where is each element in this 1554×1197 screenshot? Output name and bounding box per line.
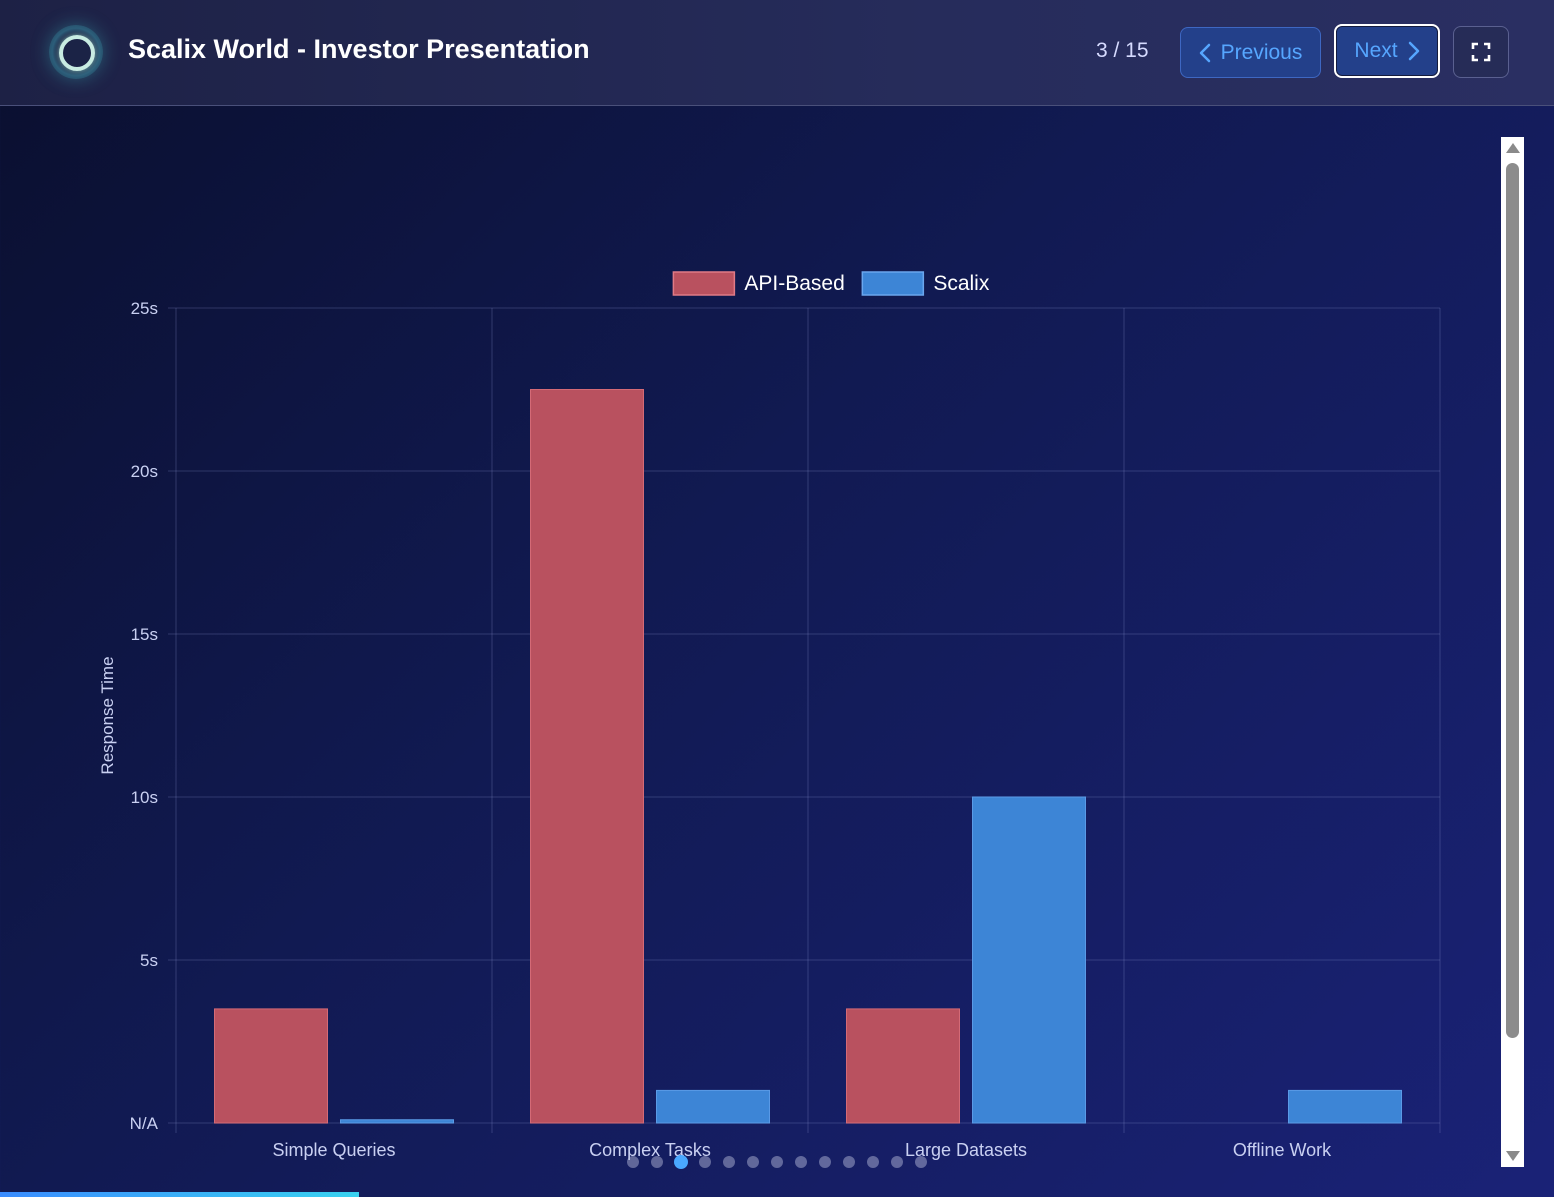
slide-dot[interactable] [867,1156,879,1168]
y-tick-label: 20s [131,462,158,481]
bar-scalix-0 [340,1119,454,1124]
next-button-label: Next [1354,39,1398,62]
slide-dot[interactable] [723,1156,735,1168]
slide-dot[interactable] [674,1155,688,1169]
slide-counter: 3 / 15 [1096,39,1149,62]
slide-dot[interactable] [915,1156,927,1168]
y-tick-label: 5s [140,951,158,970]
vertical-scrollbar[interactable] [1501,137,1524,1167]
slide-dots [627,1155,927,1169]
previous-button[interactable]: Previous [1180,27,1321,78]
next-button[interactable]: Next [1334,24,1440,78]
bar-api-based-1 [530,389,644,1124]
fullscreen-button[interactable] [1453,26,1509,78]
slide-dot[interactable] [699,1156,711,1168]
chevron-left-icon [1199,43,1210,62]
x-tick-label: Simple Queries [272,1140,395,1160]
response-time-bar-chart: N/A 5s 10s 15s 20s 25s Response Time Simple Que… [98,271,1441,1160]
slide-dot[interactable] [891,1156,903,1168]
presentation-title: Scalix World - Investor Presentation [128,34,590,64]
slide-dot[interactable] [651,1156,663,1168]
bar-scalix-3 [1288,1089,1402,1124]
y-tick-label: 10s [131,788,158,807]
y-tick-label: 25s [131,299,158,318]
slide-dot[interactable] [771,1156,783,1168]
fullscreen-icon [1471,42,1491,62]
chevron-right-icon [1408,41,1419,61]
chart-area: N/A 5s 10s 15s 20s 25s Response Time Simple Que… [0,107,1500,1197]
previous-button-label: Previous [1220,40,1303,64]
slide-dot[interactable] [795,1156,807,1168]
y-tick-label: 15s [131,625,158,644]
bar-scalix-2 [972,796,1086,1124]
slide-dot[interactable] [627,1156,639,1168]
bar-scalix-1 [656,1089,770,1124]
progress-bar-fill [0,1192,359,1197]
scalix-logo-icon [49,25,103,79]
legend-swatch [672,271,736,296]
slide-dot[interactable] [819,1156,831,1168]
y-tick-label: N/A [130,1114,159,1133]
legend-label: Scalix [933,272,990,295]
progress-track [0,1192,1554,1197]
slide-dot[interactable] [843,1156,855,1168]
logo-ring [59,35,95,71]
y-axis-title: Response Time [98,656,117,774]
legend-label: API-Based [744,272,844,295]
legend-swatch [861,271,925,296]
scroll-up-arrow-icon[interactable] [1506,143,1520,153]
scroll-down-arrow-icon[interactable] [1506,1151,1520,1161]
x-tick-label: Large Datasets [905,1140,1027,1160]
bar-api-based-0 [214,1008,328,1124]
scrollbar-thumb[interactable] [1506,163,1519,1038]
bar-api-based-2 [846,1008,960,1124]
x-tick-label: Offline Work [1233,1140,1332,1160]
presentation-header: Scalix World - Investor Presentation 3 /… [0,0,1554,106]
slide-dot[interactable] [747,1156,759,1168]
